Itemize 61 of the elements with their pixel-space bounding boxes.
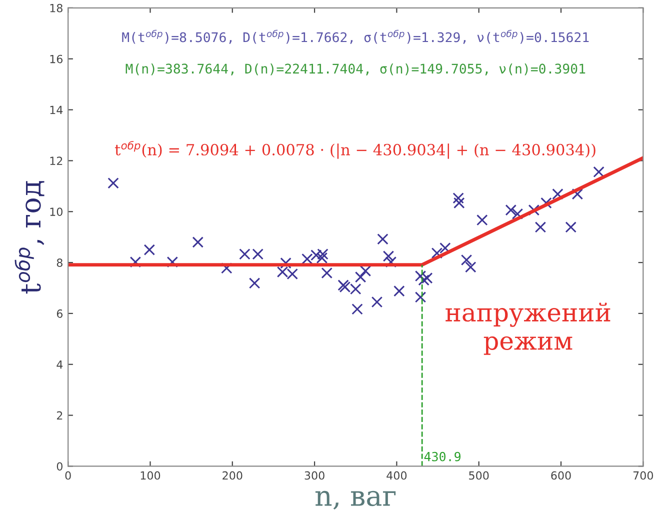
x-tick-label: 0 <box>65 471 71 480</box>
point <box>565 222 576 233</box>
point <box>248 278 260 289</box>
point <box>505 204 517 216</box>
point <box>512 208 524 220</box>
point <box>421 272 433 284</box>
x-tick-label: 300 <box>304 471 324 480</box>
point <box>130 256 142 268</box>
y-tick-label: 10 <box>50 208 62 216</box>
point <box>414 292 426 303</box>
y-tick-label: 14 <box>50 106 63 114</box>
text: M(t$^{обр}$)=8.5076, D(t$^{обр}$)=1.7662, σ(t$^{обр}$)=1.329, ν(t$^{обр}$)=0.15621 <box>122 30 589 44</box>
y-tick-label: 16 <box>50 54 63 64</box>
point <box>528 204 540 216</box>
y-tick-label: 12 <box>50 156 62 165</box>
y-tick-label: 6 <box>56 309 63 318</box>
y-tick-label: 8 <box>56 258 62 267</box>
y-axis-title: t$^{обр}$, год <box>14 181 44 294</box>
y-tick-label: 18 <box>50 4 62 12</box>
point <box>382 250 394 262</box>
y-tick-label: 0 <box>56 462 62 471</box>
y-tick-label: 4 <box>56 360 63 369</box>
point <box>452 192 464 204</box>
point <box>316 252 328 264</box>
point <box>431 247 443 259</box>
point <box>460 254 472 266</box>
point <box>552 188 564 200</box>
x-tick-label: 600 <box>551 471 571 480</box>
point <box>377 233 388 245</box>
point <box>394 285 405 297</box>
x-tick-label: 700 <box>633 471 654 480</box>
point <box>354 271 366 283</box>
x-tick-label: 400 <box>386 471 407 480</box>
y-tick-label: 2 <box>56 411 62 420</box>
point <box>280 257 292 269</box>
point <box>440 242 451 254</box>
point <box>534 222 546 233</box>
point <box>371 296 383 308</box>
annotation: t$^{обр}$(n) = 7.9094 + 0.0078 · (|n − 430.9034| + (n − 430.9034)) <box>114 141 596 159</box>
point <box>108 177 119 189</box>
point <box>360 265 372 277</box>
point <box>352 304 363 315</box>
x-tick-label: 100 <box>140 471 160 480</box>
point <box>321 267 332 279</box>
point <box>476 214 488 226</box>
annotation: M(n)=383.7644, D(n)=22411.7404, σ(n)=149.7055, ν(n)=0.3901 <box>126 63 586 76</box>
x-tick-label: 200 <box>222 471 242 480</box>
ref-line-label: 430.9 <box>424 452 461 462</box>
point <box>418 274 430 286</box>
point <box>454 197 465 209</box>
x-tick-label: 500 <box>469 471 489 480</box>
x-axis-title: n, ваг <box>315 490 396 510</box>
point <box>166 256 178 268</box>
point <box>593 166 604 178</box>
point <box>414 270 426 282</box>
point <box>192 236 204 248</box>
annotation: напружений режим <box>446 302 610 355</box>
point <box>465 261 476 273</box>
point <box>302 253 313 265</box>
point <box>572 188 584 200</box>
point <box>144 244 156 256</box>
